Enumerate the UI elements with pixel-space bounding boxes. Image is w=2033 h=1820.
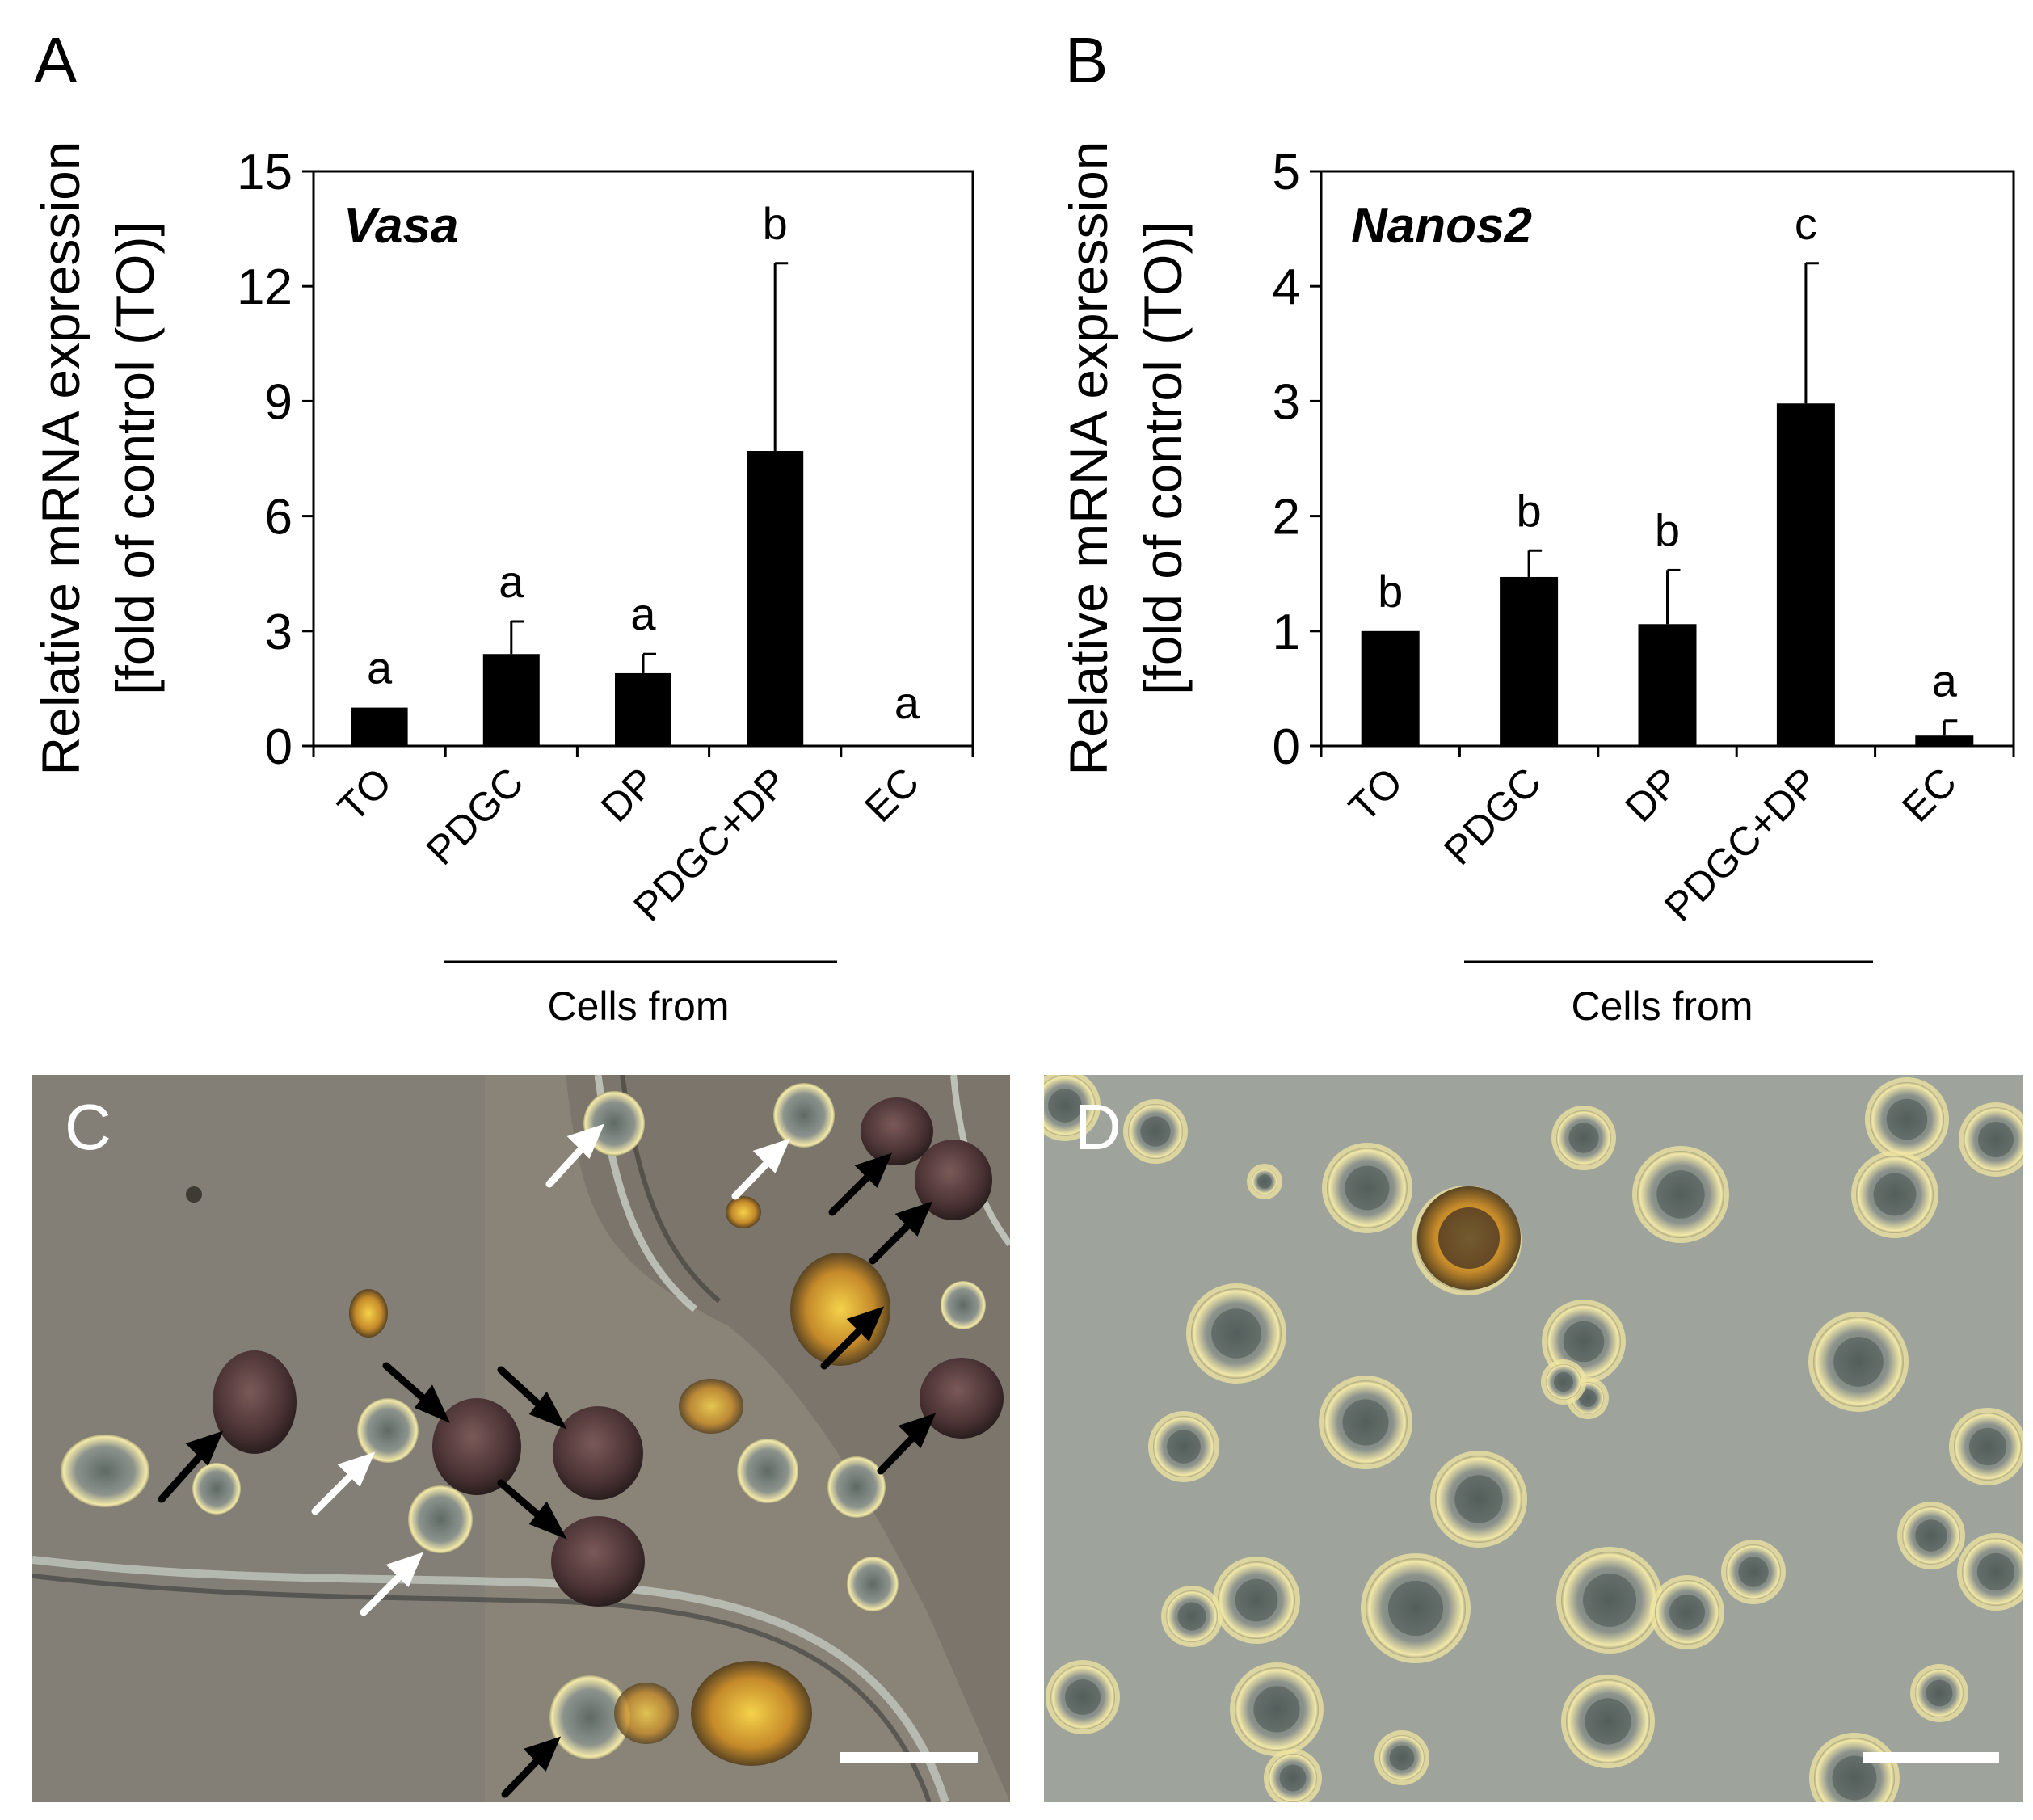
chart-a-ytick-label: 0: [265, 719, 293, 775]
panel-label-c: C: [65, 1091, 112, 1163]
chart-a-ylabel-line1: Relative mRNA expression: [31, 141, 90, 776]
chart-b-bar: [1500, 576, 1559, 746]
chart-b-category-label: TO: [1340, 759, 1411, 830]
chart-b-significance-label: b: [1517, 485, 1542, 536]
chart-b-gene-label: Nanos2: [1351, 198, 1532, 254]
chart-b-bar: [1915, 735, 1974, 746]
micrograph-c-black-arrows: [158, 1152, 937, 1798]
chart-a-ylabel-line2: [fold of control (TO)]: [105, 221, 165, 695]
chart-b-category-label: PDGC: [1435, 759, 1550, 874]
chart-b-significance-label: b: [1378, 566, 1403, 617]
chart-b-significance-label: c: [1795, 198, 1817, 249]
chart-b-ytick-label: 1: [1273, 605, 1300, 660]
chart-a-group-label: Cells from: [547, 984, 729, 1029]
chart-b-category-label: DP: [1617, 759, 1689, 831]
chart-a-bar: [482, 654, 540, 746]
chart-a-significance-label: a: [367, 642, 393, 693]
panel-label-b: B: [1065, 24, 1108, 96]
chart-b-ylabel-line1: Relative mRNA expression: [1059, 141, 1118, 776]
chart-a-ytick-label: 9: [265, 374, 293, 430]
chart-a-ytick-label: 3: [265, 605, 293, 660]
chart-b-significance-label: a: [1932, 655, 1958, 706]
chart-b-ytick-label: 5: [1273, 145, 1300, 200]
micrograph-c: C: [32, 1075, 1010, 1802]
chart-b-ytick-label: 4: [1273, 259, 1300, 315]
chart-b-significance-label: b: [1655, 504, 1680, 555]
chart-a-category-label: EC: [856, 759, 928, 831]
micrograph-c-white-arrows: [311, 1123, 791, 1616]
panel-label-a: A: [34, 24, 78, 96]
chart-a-significance-label: a: [894, 677, 920, 728]
chart-b-ytick-label: 2: [1273, 490, 1300, 546]
chart-a-category-label: PDGC: [418, 759, 532, 874]
chart-a-gene-label: Vasa: [343, 198, 459, 254]
chart-b-ytick-label: 0: [1273, 719, 1300, 775]
chart-a-significance-label: a: [499, 556, 524, 607]
chart-b-axis-y: 0 1 2 3 4 5: [1273, 145, 1321, 775]
chart-b-bar: [1638, 624, 1697, 746]
chart-a-category-label: DP: [592, 759, 664, 831]
chart-b-bar: [1776, 403, 1835, 746]
chart-a-category-label: TO: [329, 759, 400, 830]
chart-b-ytick-label: 3: [1273, 374, 1300, 430]
chart-b-bar: [1361, 630, 1420, 746]
micrograph-c-scale-bar: [840, 1752, 978, 1763]
chart-a-bar: [351, 707, 408, 746]
chart-b-category-label: EC: [1893, 759, 1965, 831]
chart-a-bar: [747, 451, 804, 746]
chart-a-bar: [615, 672, 671, 746]
chart-a-ytick-label: 15: [237, 145, 293, 200]
chart-a-ytick-label: 6: [265, 490, 293, 546]
chart-a-ytick-label: 12: [237, 259, 293, 315]
chart-a-axis-y: 0 3 6 9 12 15: [237, 145, 314, 775]
chart-a-significance-label: b: [763, 198, 788, 249]
chart-b-group-label: Cells from: [1571, 984, 1753, 1029]
micrograph-d-scale-bar: [1863, 1752, 1999, 1763]
chart-a-significance-label: a: [630, 588, 656, 639]
panel-label-d: D: [1075, 1091, 1122, 1163]
chart-b-ylabel-line2: [fold of control (TO)]: [1133, 221, 1193, 695]
micrograph-d: D: [1044, 1075, 2023, 1802]
